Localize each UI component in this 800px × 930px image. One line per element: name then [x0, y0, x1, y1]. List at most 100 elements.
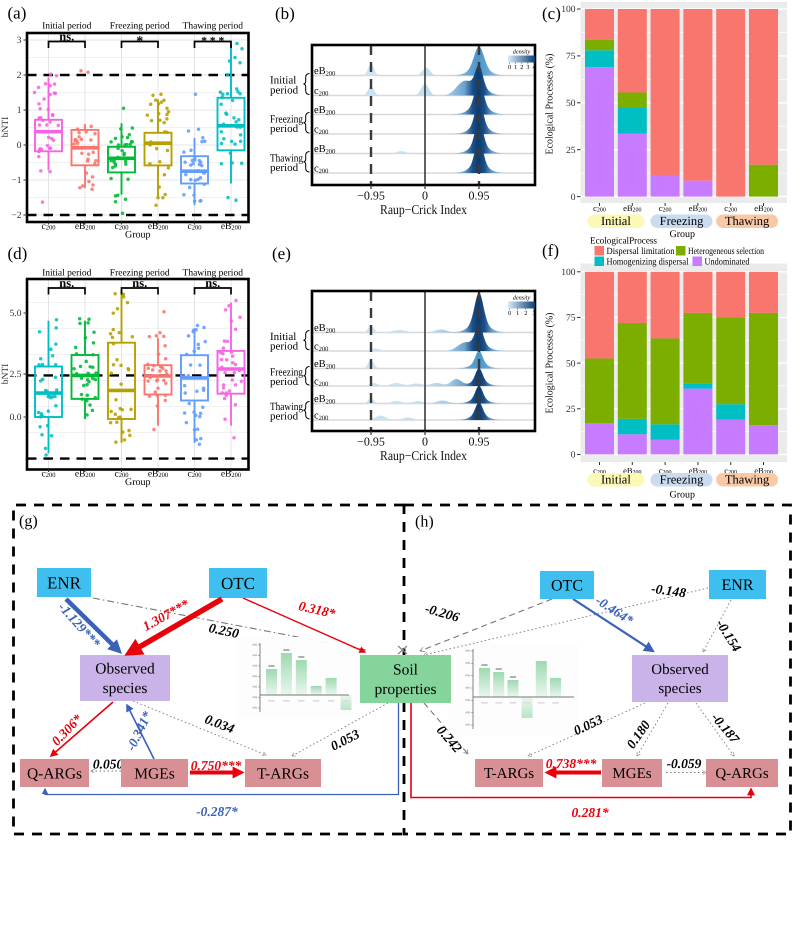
svg-text:eB200: eB200	[221, 222, 241, 232]
svg-text:Thawing: Thawing	[270, 152, 303, 164]
svg-text:c200: c200	[188, 470, 202, 480]
svg-text:period: period	[270, 341, 299, 353]
svg-text:0.050: 0.050	[93, 757, 124, 772]
svg-text:−0.95: −0.95	[357, 435, 385, 449]
svg-text:density: density	[513, 295, 531, 302]
svg-text:0.250: 0.250	[208, 620, 241, 641]
svg-text:c200: c200	[188, 222, 202, 232]
svg-text:100: 100	[561, 5, 576, 15]
svg-text:eB200: eB200	[754, 203, 772, 214]
svg-text:Freezing period: Freezing period	[110, 269, 170, 279]
svg-text:Q-ARGs: Q-ARGs	[715, 766, 768, 782]
svg-text:Observed: Observed	[651, 662, 709, 678]
svg-text:c200: c200	[724, 203, 737, 214]
svg-text:0: 0	[571, 451, 576, 461]
svg-text:(h): (h)	[415, 514, 434, 531]
svg-text:Freezing: Freezing	[660, 473, 704, 487]
svg-text:(c): (c)	[542, 4, 561, 23]
svg-text:period: period	[270, 376, 299, 388]
svg-text:Q-ARGs: Q-ARGs	[27, 765, 82, 782]
svg-text:(b): (b)	[275, 4, 295, 23]
svg-text:Thawing: Thawing	[725, 214, 770, 228]
svg-text:0.750***: 0.750***	[191, 758, 242, 773]
svg-text:Initial: Initial	[270, 75, 296, 87]
svg-text:Raup−Crick Index: Raup−Crick Index	[380, 202, 467, 217]
svg-text:eB200: eB200	[314, 359, 335, 371]
svg-text:Thawing: Thawing	[270, 401, 303, 413]
svg-text:Group: Group	[125, 477, 151, 488]
svg-text:*: *	[136, 35, 143, 50]
svg-text:MGEs: MGEs	[612, 766, 651, 782]
svg-text:(g): (g)	[19, 513, 38, 530]
svg-text:Group: Group	[125, 230, 151, 241]
svg-text:c200: c200	[42, 222, 56, 232]
svg-text:Ecological Processes (%): Ecological Processes (%)	[545, 53, 556, 154]
svg-text:0.738***: 0.738***	[546, 756, 597, 771]
svg-text:Soil: Soil	[393, 662, 418, 679]
svg-text:density: density	[513, 49, 531, 56]
svg-text:ns.: ns.	[59, 30, 74, 44]
svg-text:ns.: ns.	[132, 276, 147, 290]
svg-text:properties: properties	[375, 681, 437, 698]
svg-text:Homogenizing dispersal: Homogenizing dispersal	[607, 258, 689, 268]
svg-text:75: 75	[566, 52, 576, 62]
svg-text:T-ARGs: T-ARGs	[257, 765, 309, 782]
svg-text:c200: c200	[314, 377, 328, 389]
svg-text:c200: c200	[314, 411, 328, 423]
svg-text:0.95: 0.95	[469, 189, 490, 203]
svg-text:OTC: OTC	[551, 577, 583, 594]
svg-text:ENR: ENR	[47, 573, 82, 592]
svg-text:Raup−Crick Index: Raup−Crick Index	[380, 448, 467, 463]
svg-text:−0.95: −0.95	[357, 189, 385, 203]
svg-text:-0.059: -0.059	[667, 756, 702, 771]
svg-text:−1: −1	[11, 176, 21, 186]
svg-text:1: 1	[17, 106, 22, 116]
svg-text:eB200: eB200	[623, 203, 641, 214]
svg-text:Initial: Initial	[601, 473, 631, 487]
svg-text:period: period	[270, 162, 299, 174]
svg-text:0: 0	[422, 435, 428, 449]
svg-text:c200: c200	[314, 125, 328, 137]
svg-text:100: 100	[561, 268, 576, 278]
svg-text:3: 3	[526, 64, 529, 71]
svg-text:c200: c200	[115, 222, 129, 232]
svg-text:(e): (e)	[272, 244, 291, 263]
svg-text:(f): (f)	[542, 241, 559, 260]
svg-text:ENR: ENR	[722, 577, 754, 594]
svg-text:(a): (a)	[8, 4, 27, 23]
svg-text:0.281*: 0.281*	[571, 805, 608, 820]
svg-text:* * *: * * *	[201, 36, 224, 48]
svg-text:eB200: eB200	[221, 470, 241, 480]
svg-text:eB200: eB200	[75, 222, 95, 232]
svg-text:Observed: Observed	[95, 661, 155, 678]
svg-text:c200: c200	[115, 470, 129, 480]
svg-text:eB200: eB200	[314, 323, 335, 335]
svg-text:Undominated: Undominated	[705, 258, 750, 268]
svg-text:2: 2	[524, 310, 527, 317]
svg-text:50: 50	[566, 99, 576, 109]
svg-text:−2: −2	[11, 211, 21, 221]
svg-text:eB200: eB200	[314, 66, 335, 78]
svg-text:Thawing period: Thawing period	[183, 22, 244, 32]
svg-text:EcologicalProcess: EcologicalProcess	[590, 237, 657, 247]
svg-text:0: 0	[422, 189, 428, 203]
svg-text:0: 0	[508, 64, 511, 71]
svg-text:Freezing: Freezing	[270, 113, 303, 125]
svg-text:4: 4	[532, 64, 535, 71]
svg-text:2.5: 2.5	[10, 370, 22, 380]
svg-text:Initial period: Initial period	[42, 269, 92, 279]
svg-text:3: 3	[17, 36, 22, 46]
svg-text:2: 2	[17, 71, 22, 81]
svg-text:species: species	[103, 680, 148, 697]
svg-text:period: period	[270, 411, 299, 423]
svg-text:ns.: ns.	[205, 276, 220, 290]
svg-text:0: 0	[571, 193, 576, 203]
svg-text:Dispersal limitation: Dispersal limitation	[607, 247, 675, 257]
svg-text:bNTI: bNTI	[1, 117, 11, 138]
svg-text:period: period	[270, 84, 299, 96]
svg-text:Group: Group	[669, 490, 695, 501]
svg-text:c200: c200	[659, 203, 672, 214]
svg-text:1: 1	[516, 310, 519, 317]
svg-text:2: 2	[520, 64, 523, 71]
svg-text:Thawing period: Thawing period	[183, 269, 244, 279]
